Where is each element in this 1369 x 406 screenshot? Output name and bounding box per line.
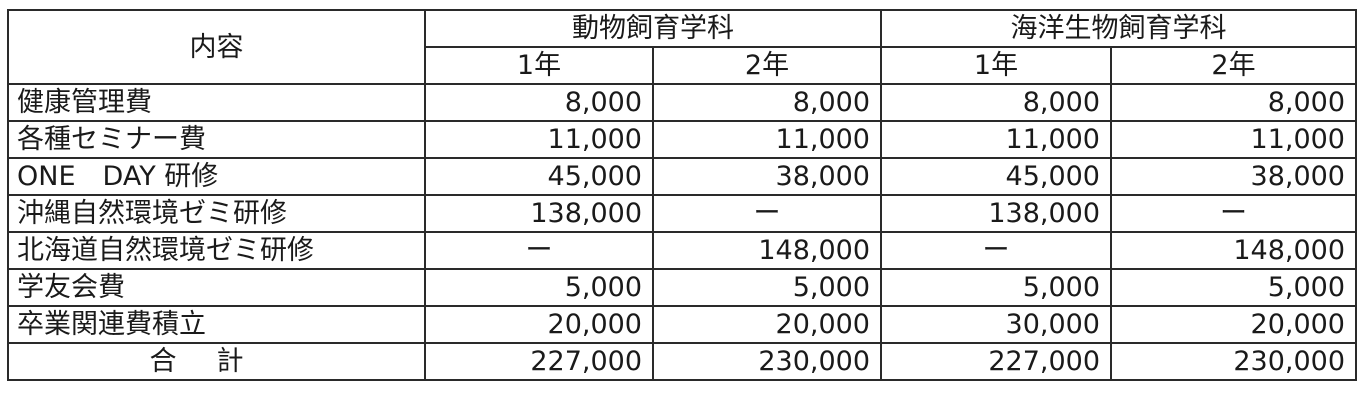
table-row: 北海道自然環境ゼミ研修ー 148,000 ー 148,000 [7, 231, 1357, 270]
header-year: 2年 [1110, 46, 1357, 85]
table-cell: 45,000 [424, 157, 654, 196]
table-cell: 8,000 [1110, 83, 1357, 122]
table-cell: 138,000 [424, 194, 654, 233]
header-year: 1年 [424, 46, 654, 85]
table-cell: 11,000 [652, 120, 882, 159]
header-year: 1年 [880, 46, 1112, 85]
table-cell: 5,000 [880, 268, 1112, 307]
row-label: 各種セミナー費 [7, 120, 426, 159]
table-cell: 30,000 [880, 305, 1112, 344]
table-cell: 8,000 [652, 83, 882, 122]
header-year: 2年 [652, 46, 882, 85]
total-cell: 230,000 [652, 342, 882, 381]
table-cell: 5,000 [652, 268, 882, 307]
table-cell: 8,000 [880, 83, 1112, 122]
table-cell: ー [424, 231, 654, 270]
total-row: 合計 227,000 230,000 227,000 230,000 [7, 342, 1357, 381]
table-cell: 8,000 [424, 83, 654, 122]
header-content: 内容 [7, 9, 426, 85]
table-row: 健康管理費 8,000 8,000 8,000 8,000 [7, 83, 1357, 122]
row-label: 北海道自然環境ゼミ研修 [7, 231, 426, 270]
table-cell: 138,000 [880, 194, 1112, 233]
row-label: 卒業関連費積立 [7, 305, 426, 344]
row-label: 学友会費 [7, 268, 426, 307]
table-cell: 5,000 [1110, 268, 1357, 307]
table-cell: ー [880, 231, 1112, 270]
table-cell: 11,000 [424, 120, 654, 159]
header-row-departments: 内容 動物飼育学科 海洋生物飼育学科 [7, 9, 1357, 85]
table-cell: 11,000 [1110, 120, 1357, 159]
table-cell: 38,000 [1110, 157, 1357, 196]
table-row: ONE DAY 研修 45,000 38,000 45,000 38,000 [7, 157, 1357, 196]
table-row: 学友会費 5,000 5,000 5,000 5,000 [7, 268, 1357, 307]
table-row: 卒業関連費積立 20,000 20,000 30,000 20,000 [7, 305, 1357, 344]
total-cell: 227,000 [880, 342, 1112, 381]
table-cell: 11,000 [880, 120, 1112, 159]
row-label: ONE DAY 研修 [7, 157, 426, 196]
row-label: 健康管理費 [7, 83, 426, 122]
table-row: 沖縄自然環境ゼミ研修 138,000 ー 138,000 ー [7, 194, 1357, 233]
table-cell: 20,000 [1110, 305, 1357, 344]
table-cell: 148,000 [1110, 231, 1357, 270]
total-cell: 227,000 [424, 342, 654, 381]
header-row-years: 1年 2年 1年 2年 [8, 46, 1357, 85]
header-department: 海洋生物飼育学科 [880, 9, 1357, 48]
table-cell: ー [1110, 194, 1357, 233]
table-cell: 5,000 [424, 268, 654, 307]
table-cell: 45,000 [880, 157, 1112, 196]
total-label: 合計 [7, 342, 426, 381]
table-cell: 20,000 [652, 305, 882, 344]
total-cell: 230,000 [1110, 342, 1357, 381]
table-row: 各種セミナー費 11,000 11,000 11,000 11,000 [7, 120, 1357, 159]
header-department: 動物飼育学科 [424, 9, 882, 48]
table-cell: 38,000 [652, 157, 882, 196]
table-cell: 148,000 [652, 231, 882, 270]
table-cell: ー [652, 194, 882, 233]
fee-table: 内容 動物飼育学科 海洋生物飼育学科 1年 2年 1年 2年 健康管理費 8,00… [7, 9, 1357, 381]
row-label: 沖縄自然環境ゼミ研修 [7, 194, 426, 233]
table-cell: 20,000 [424, 305, 654, 344]
